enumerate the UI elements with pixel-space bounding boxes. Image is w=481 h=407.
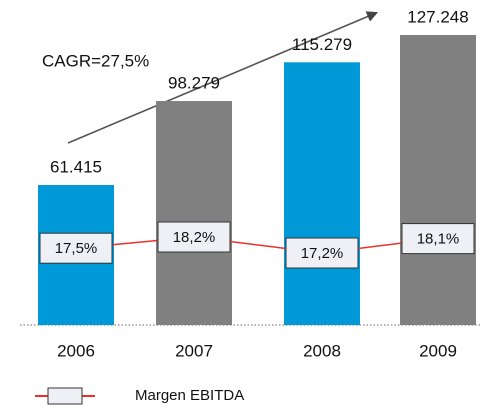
margin-box	[39, 232, 113, 264]
legend-label: Margen EBITDA	[135, 387, 244, 404]
margin-box	[401, 223, 475, 255]
x-tick-label: 2009	[419, 341, 457, 360]
x-tick-label: 2007	[175, 341, 213, 360]
bar	[400, 35, 476, 325]
value-label: 98.279	[168, 74, 220, 93]
legend-box	[47, 387, 83, 405]
margin-line	[75, 236, 439, 254]
cagr-annotation: CAGR=27,5%	[42, 51, 149, 70]
value-label: 115.279	[292, 35, 352, 54]
value-label: 127.248	[407, 7, 468, 26]
bar	[284, 62, 360, 325]
growth-arrow	[67, 11, 379, 144]
margin-label: 18,2%	[173, 229, 216, 246]
value-label: 61.415	[50, 158, 102, 177]
margin-label: 17,5%	[55, 240, 98, 257]
margin-box	[157, 221, 231, 253]
bar	[156, 101, 232, 326]
margin-box	[285, 237, 359, 269]
x-tick-label: 2008	[303, 341, 341, 360]
margin-label: 18,1%	[417, 231, 460, 248]
x-tick-label: 2006	[57, 341, 95, 360]
margin-label: 17,2%	[301, 245, 344, 262]
